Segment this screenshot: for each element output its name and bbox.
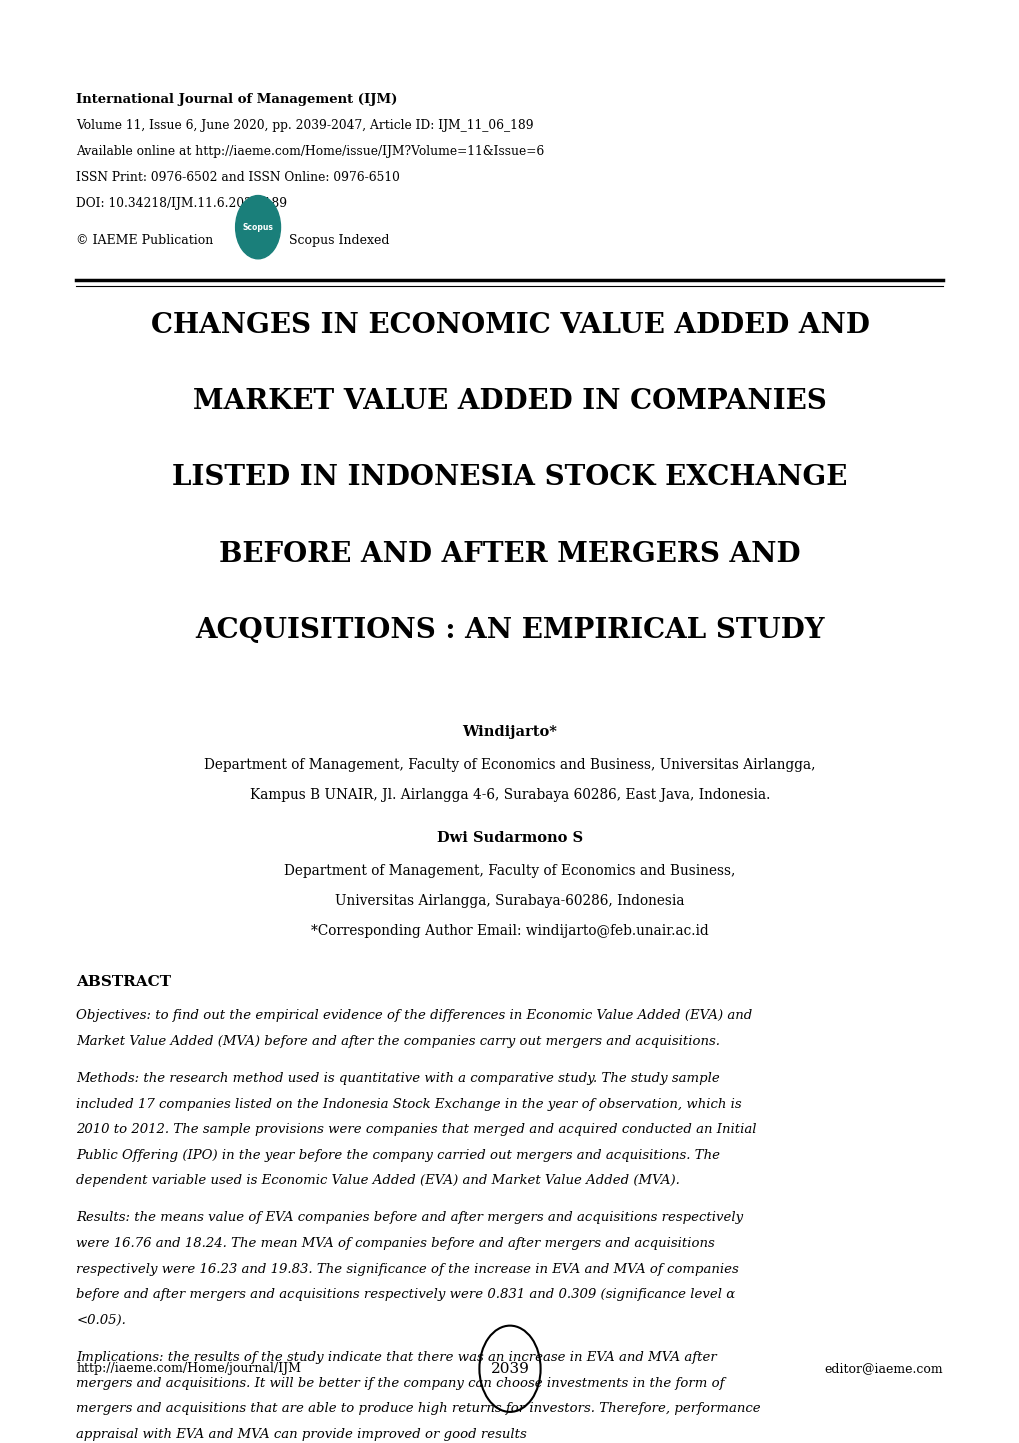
Text: CHANGES IN ECONOMIC VALUE ADDED AND: CHANGES IN ECONOMIC VALUE ADDED AND [151,312,868,339]
Text: © IAEME Publication: © IAEME Publication [76,234,214,247]
Text: http://iaeme.com/Home/journal/IJM: http://iaeme.com/Home/journal/IJM [76,1362,302,1375]
Text: ISSN Print: 0976-6502 and ISSN Online: 0976-6510: ISSN Print: 0976-6502 and ISSN Online: 0… [76,172,400,185]
Text: mergers and acquisitions that are able to produce high returns for investors. Th: mergers and acquisitions that are able t… [76,1403,760,1416]
Text: 2039: 2039 [490,1362,529,1375]
Text: Universitas Airlangga, Surabaya-60286, Indonesia: Universitas Airlangga, Surabaya-60286, I… [335,895,684,908]
Circle shape [235,196,280,258]
Text: ACQUISITIONS : AN EMPIRICAL STUDY: ACQUISITIONS : AN EMPIRICAL STUDY [195,616,824,644]
Text: mergers and acquisitions. It will be better if the company can choose investment: mergers and acquisitions. It will be bet… [76,1377,725,1390]
Text: Department of Management, Faculty of Economics and Business,: Department of Management, Faculty of Eco… [284,864,735,879]
Text: were 16.76 and 18.24. The mean MVA of companies before and after mergers and acq: were 16.76 and 18.24. The mean MVA of co… [76,1237,714,1250]
Text: Department of Management, Faculty of Economics and Business, Universitas Airlang: Department of Management, Faculty of Eco… [204,758,815,772]
Text: editor@iaeme.com: editor@iaeme.com [824,1362,943,1375]
Text: Objectives: to find out the empirical evidence of the differences in Economic Va: Objectives: to find out the empirical ev… [76,1009,752,1022]
Text: Dwi Sudarmono S: Dwi Sudarmono S [436,831,583,846]
Text: Volume 11, Issue 6, June 2020, pp. 2039-2047, Article ID: IJM_11_06_189: Volume 11, Issue 6, June 2020, pp. 2039-… [76,120,534,133]
Text: Market Value Added (MVA) before and after the companies carry out mergers and ac: Market Value Added (MVA) before and afte… [76,1035,719,1048]
Text: Available online at http://iaeme.com/Home/issue/IJM?Volume=11&Issue=6: Available online at http://iaeme.com/Hom… [76,146,544,159]
Text: Scopus: Scopus [243,222,273,232]
Text: Scopus Indexed: Scopus Indexed [288,234,389,247]
Text: before and after mergers and acquisitions respectively were 0.831 and 0.309 (sig: before and after mergers and acquisition… [76,1289,735,1302]
Text: included 17 companies listed on the Indonesia Stock Exchange in the year of obse: included 17 companies listed on the Indo… [76,1098,742,1111]
Text: Methods: the research method used is quantitative with a comparative study. The : Methods: the research method used is qua… [76,1072,719,1085]
Text: LISTED IN INDONESIA STOCK EXCHANGE: LISTED IN INDONESIA STOCK EXCHANGE [172,465,847,492]
Text: Results: the means value of EVA companies before and after mergers and acquisiti: Results: the means value of EVA companie… [76,1212,743,1225]
Text: Implications: the results of the study indicate that there was an increase in EV: Implications: the results of the study i… [76,1351,716,1364]
Text: BEFORE AND AFTER MERGERS AND: BEFORE AND AFTER MERGERS AND [219,541,800,567]
Text: DOI: 10.34218/IJM.11.6.2020.189: DOI: 10.34218/IJM.11.6.2020.189 [76,198,287,211]
Text: respectively were 16.23 and 19.83. The significance of the increase in EVA and M: respectively were 16.23 and 19.83. The s… [76,1263,739,1276]
Text: International Journal of Management (IJM): International Journal of Management (IJM… [76,94,397,107]
Text: appraisal with EVA and MVA can provide improved or good results: appraisal with EVA and MVA can provide i… [76,1427,527,1440]
Text: Public Offering (IPO) in the year before the company carried out mergers and acq: Public Offering (IPO) in the year before… [76,1149,719,1162]
Text: <0.05).: <0.05). [76,1313,126,1328]
Text: *Corresponding Author Email: windijarto@feb.unair.ac.id: *Corresponding Author Email: windijarto@… [311,925,708,938]
Text: 2010 to 2012. The sample provisions were companies that merged and acquired cond: 2010 to 2012. The sample provisions were… [76,1123,756,1136]
Text: dependent variable used is Economic Value Added (EVA) and Market Value Added (MV: dependent variable used is Economic Valu… [76,1175,680,1188]
Text: Windijarto*: Windijarto* [462,724,557,739]
Text: Kampus B UNAIR, Jl. Airlangga 4-6, Surabaya 60286, East Java, Indonesia.: Kampus B UNAIR, Jl. Airlangga 4-6, Surab… [250,788,769,802]
Text: ABSTRACT: ABSTRACT [76,975,171,988]
Text: MARKET VALUE ADDED IN COMPANIES: MARKET VALUE ADDED IN COMPANIES [193,388,826,416]
